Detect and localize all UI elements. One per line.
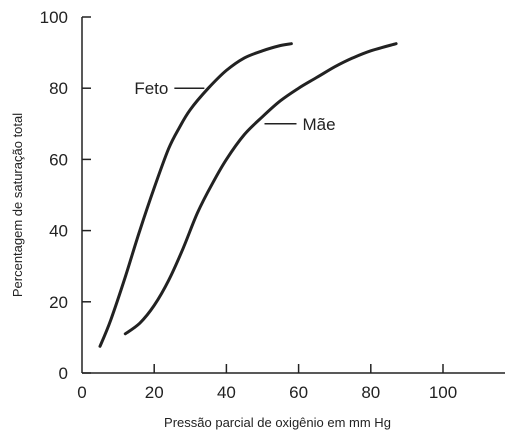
- y-tick-label: 100: [40, 8, 68, 27]
- y-tick-label: 0: [59, 364, 68, 383]
- y-tick-label: 20: [49, 293, 68, 312]
- series-labels: Feto Mãe: [134, 79, 335, 134]
- axes: [81, 17, 505, 374]
- x-tick-label: 80: [361, 383, 380, 402]
- curve-feto: [98, 42, 293, 348]
- series-label-feto: Feto: [134, 79, 168, 98]
- x-axis-title: Pressão parcial de oxigênio em mm Hg: [164, 415, 391, 430]
- y-tick-label: 80: [49, 79, 68, 98]
- curves: [98, 42, 398, 348]
- x-tick-label: 0: [77, 383, 86, 402]
- x-ticks: 0 20 40 60 80 100: [77, 364, 457, 402]
- y-tick-label: 40: [49, 222, 68, 241]
- series-label-mae: Mãe: [303, 115, 336, 134]
- x-tick-label: 100: [429, 383, 457, 402]
- x-tick-label: 60: [289, 383, 308, 402]
- y-tick-label: 60: [49, 150, 68, 169]
- x-tick-label: 20: [145, 383, 164, 402]
- y-ticks: 0 20 40 60 80 100: [40, 8, 91, 383]
- x-tick-label: 40: [217, 383, 236, 402]
- curve-mae: [123, 42, 398, 336]
- y-axis-title: Percentagem de saturação total: [10, 113, 25, 297]
